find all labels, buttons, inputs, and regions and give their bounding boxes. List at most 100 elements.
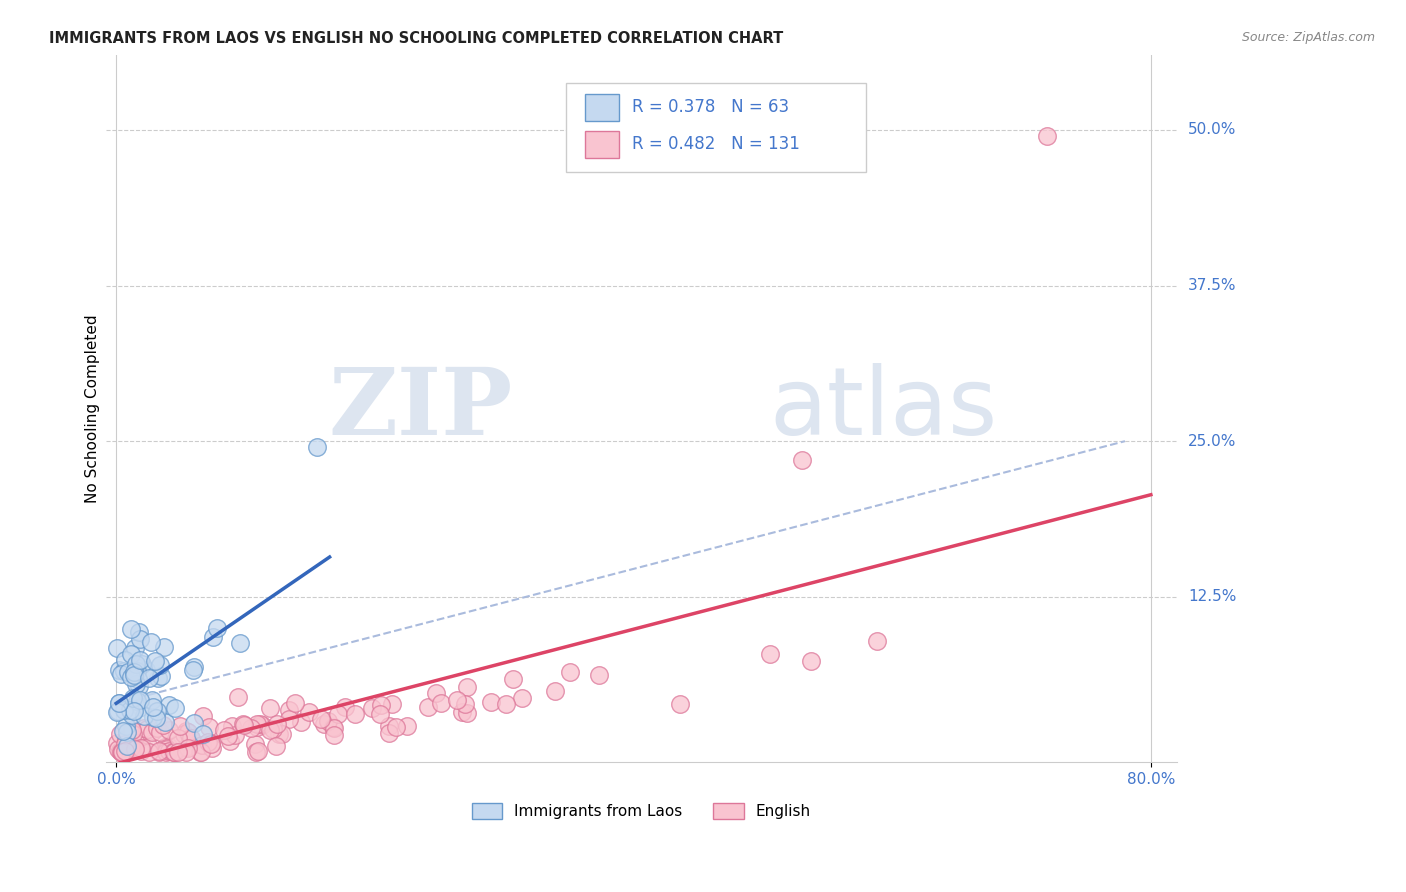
Point bbox=[121, 708, 143, 723]
Point bbox=[543, 684, 565, 698]
Point bbox=[114, 737, 136, 751]
Point bbox=[129, 693, 152, 707]
Point bbox=[495, 697, 517, 711]
Point bbox=[152, 640, 174, 654]
Point bbox=[108, 744, 131, 758]
Point bbox=[153, 715, 176, 730]
Point bbox=[115, 732, 138, 747]
Point bbox=[111, 745, 134, 759]
FancyBboxPatch shape bbox=[567, 84, 866, 172]
Point bbox=[120, 622, 142, 636]
Point bbox=[163, 701, 186, 715]
Point bbox=[246, 744, 269, 758]
Text: Source: ZipAtlas.com: Source: ZipAtlas.com bbox=[1241, 31, 1375, 45]
Text: 37.5%: 37.5% bbox=[1188, 278, 1236, 293]
Point bbox=[128, 741, 150, 756]
Point bbox=[322, 721, 344, 735]
Point bbox=[181, 663, 204, 677]
Point bbox=[124, 659, 146, 673]
Point bbox=[174, 739, 197, 754]
Point bbox=[122, 668, 145, 682]
Point bbox=[135, 663, 157, 677]
Point bbox=[129, 632, 152, 646]
Point bbox=[107, 742, 129, 756]
Point bbox=[425, 685, 447, 699]
Point bbox=[174, 723, 197, 738]
Point bbox=[278, 712, 301, 726]
Text: atlas: atlas bbox=[770, 363, 998, 455]
Point bbox=[202, 630, 225, 644]
Point bbox=[278, 703, 301, 717]
Point bbox=[190, 745, 212, 759]
Point bbox=[290, 715, 312, 730]
Point bbox=[197, 735, 219, 749]
Point bbox=[309, 712, 332, 726]
Point bbox=[180, 731, 202, 746]
Point bbox=[430, 696, 453, 710]
Point bbox=[143, 654, 166, 668]
Point bbox=[115, 724, 138, 739]
Point bbox=[167, 731, 190, 745]
Point bbox=[316, 714, 339, 729]
Point bbox=[224, 728, 246, 742]
Point bbox=[162, 745, 184, 759]
Point bbox=[198, 719, 221, 733]
Point bbox=[148, 745, 170, 759]
Point bbox=[322, 728, 344, 742]
Point bbox=[298, 705, 321, 719]
Point bbox=[177, 741, 200, 756]
Point bbox=[446, 692, 468, 706]
Point bbox=[266, 717, 288, 731]
Point bbox=[165, 745, 187, 759]
Point bbox=[558, 665, 581, 680]
Point bbox=[284, 696, 307, 710]
Point bbox=[232, 717, 254, 731]
Point bbox=[114, 744, 136, 758]
Point bbox=[183, 660, 205, 674]
Point bbox=[243, 737, 266, 751]
Point bbox=[146, 705, 169, 719]
Point bbox=[269, 727, 291, 741]
Point bbox=[174, 745, 197, 759]
Point bbox=[456, 706, 478, 720]
Point bbox=[149, 725, 172, 739]
Point bbox=[155, 741, 177, 756]
Point bbox=[335, 699, 357, 714]
Point bbox=[138, 745, 160, 759]
Point bbox=[111, 745, 134, 759]
Text: R = 0.378   N = 63: R = 0.378 N = 63 bbox=[631, 98, 789, 117]
Point bbox=[117, 739, 139, 754]
Point bbox=[866, 634, 889, 648]
Point bbox=[200, 737, 222, 751]
Point bbox=[129, 740, 152, 755]
Point bbox=[139, 635, 162, 649]
Text: IMMIGRANTS FROM LAOS VS ENGLISH NO SCHOOLING COMPLETED CORRELATION CHART: IMMIGRANTS FROM LAOS VS ENGLISH NO SCHOO… bbox=[49, 31, 783, 46]
Point bbox=[131, 657, 153, 671]
Point bbox=[246, 717, 269, 731]
Point bbox=[112, 702, 135, 716]
Point bbox=[125, 736, 148, 750]
FancyBboxPatch shape bbox=[585, 94, 619, 121]
Point bbox=[454, 697, 477, 711]
Text: 12.5%: 12.5% bbox=[1188, 590, 1236, 604]
Point bbox=[668, 697, 690, 711]
Point bbox=[759, 647, 782, 661]
Point bbox=[108, 727, 131, 741]
Point bbox=[127, 694, 149, 708]
Point bbox=[146, 721, 169, 735]
Point bbox=[155, 745, 177, 759]
Point bbox=[217, 729, 239, 743]
Point bbox=[131, 738, 153, 752]
Point bbox=[107, 641, 129, 656]
Point bbox=[228, 636, 250, 650]
Point bbox=[138, 671, 160, 685]
Point bbox=[259, 723, 281, 737]
Point bbox=[214, 723, 236, 737]
Point bbox=[451, 705, 474, 719]
Point bbox=[370, 698, 392, 712]
Point bbox=[368, 707, 391, 722]
Point bbox=[149, 657, 172, 672]
Point bbox=[110, 745, 132, 759]
Point bbox=[142, 700, 165, 714]
Point bbox=[138, 739, 160, 754]
